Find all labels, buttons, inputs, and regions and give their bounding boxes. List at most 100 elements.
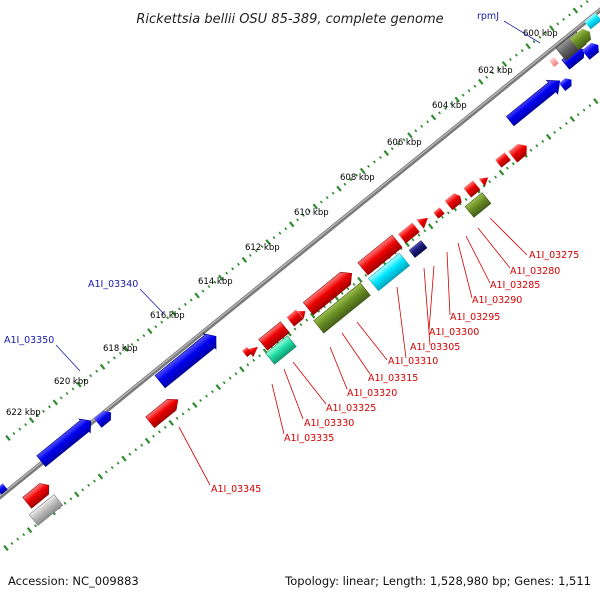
major-tick [218,274,224,281]
gene-arrow[interactable] [495,152,511,168]
minor-tick [396,142,400,146]
gene-label[interactable]: A1I_03290 [472,295,522,306]
major-tick [383,149,390,157]
gene-arrow[interactable] [297,307,309,319]
minor-tick [24,423,28,427]
gene-arrow[interactable] [408,240,428,258]
gene-label[interactable]: A1I_03275 [529,250,579,261]
minor-tick [305,318,309,322]
minor-tick [272,236,276,240]
gene-arrow[interactable] [302,267,357,316]
minor-tick [585,0,589,4]
gene-arrow[interactable] [464,192,492,218]
kbp-label: 600 kbp [523,29,558,39]
minor-tick [485,75,489,79]
gene-arrow[interactable] [398,222,420,244]
gene-arrow[interactable] [258,321,290,351]
minor-tick [579,4,583,8]
gene-arrow[interactable] [368,252,410,292]
genome-backbone [0,7,600,500]
gene-label[interactable]: A1I_03285 [490,280,540,291]
minor-tick [116,461,120,465]
minor-tick [576,113,580,117]
gene-arrow[interactable] [416,213,431,229]
gene-arrow[interactable] [94,408,115,428]
minor-tick [260,244,264,249]
minor-tick [364,273,368,277]
gene-arrow[interactable] [508,140,531,163]
gene-arrow[interactable] [504,74,565,128]
minor-tick [252,358,256,362]
gene-arrow[interactable] [433,207,445,219]
bottom-gene-label-text: A1I_03275 A1I_03280 A1I_03285 A1I_03290 … [211,250,579,495]
map-title: Rickettsia bellii OSU 85-389, complete g… [136,12,443,27]
gene-label[interactable]: A1I_03300 [429,327,479,338]
minor-tick [443,106,447,111]
gene-arrow[interactable] [145,394,183,429]
gene-label[interactable]: A1I_03340 [88,279,138,290]
minor-tick [420,124,424,128]
gene-arrow[interactable] [286,309,304,327]
minor-tick [258,354,262,358]
major-tick [593,98,599,105]
gene-label[interactable]: A1I_03335 [284,433,334,444]
kbp-label: 618 kbp [103,344,138,354]
gene-label[interactable]: A1I_03350 [4,335,54,346]
gene-arrow[interactable] [265,335,297,365]
minor-tick [110,466,114,470]
minor-tick [390,147,394,151]
gene-label[interactable]: A1I_03305 [410,342,460,353]
minor-tick [189,298,193,302]
gene-label[interactable]: rpmJ [477,11,499,22]
gene-arrow[interactable] [35,414,96,468]
gene-arrow[interactable] [558,76,575,92]
minor-tick [254,249,258,253]
minor-tick [166,316,170,320]
gene-arrow[interactable] [584,12,600,30]
major-tick [147,328,153,335]
gene-label[interactable]: A1I_03315 [368,373,418,384]
gene-arrow[interactable] [357,234,403,276]
major-tick [309,312,316,319]
minor-tick [36,414,40,418]
gene-label[interactable]: A1I_03345 [211,484,261,495]
gene-label[interactable]: A1I_03295 [450,312,500,323]
gene-label[interactable]: A1I_03280 [510,266,560,277]
gene-arrow[interactable] [22,480,54,509]
minor-tick [93,479,96,483]
gene-arrow[interactable] [28,494,64,526]
gene-arrow[interactable] [154,329,223,390]
gene-label[interactable]: A1I_03330 [304,418,354,429]
gene-arrow[interactable] [313,282,371,334]
gene-arrow[interactable] [0,483,8,495]
gene-arrow[interactable] [444,191,464,211]
top-tick-track [5,0,589,442]
gene-arrow[interactable] [463,180,481,198]
minor-tick [461,93,465,97]
gene-arrow[interactable] [549,57,559,67]
minor-tick [95,369,99,373]
minor-tick [446,211,450,215]
major-tick [241,256,248,263]
gene-arrow[interactable] [582,40,600,60]
minor-tick [237,262,240,266]
gene-arrow[interactable] [569,26,594,50]
minor-tick [83,378,87,382]
minor-tick [175,416,179,420]
minor-tick [464,197,468,202]
gene-label[interactable]: A1I_03310 [388,356,438,367]
major-tick [407,132,413,139]
minor-tick [81,488,85,492]
gene-arrow[interactable] [246,343,261,358]
major-tick [99,363,106,370]
major-tick [430,114,437,121]
gene-label[interactable]: A1I_03320 [347,388,397,399]
minor-tick [118,351,122,355]
gene-arrow[interactable] [478,174,492,187]
minor-tick [142,334,146,338]
gene-label[interactable]: A1I_03325 [326,403,376,414]
minor-tick [181,412,185,416]
gene-arrow[interactable] [242,347,252,357]
kbp-labels: 600 kbp 602 kbp 604 kbp 606 kbp 608 kbp … [6,29,558,418]
minor-tick [529,148,533,152]
